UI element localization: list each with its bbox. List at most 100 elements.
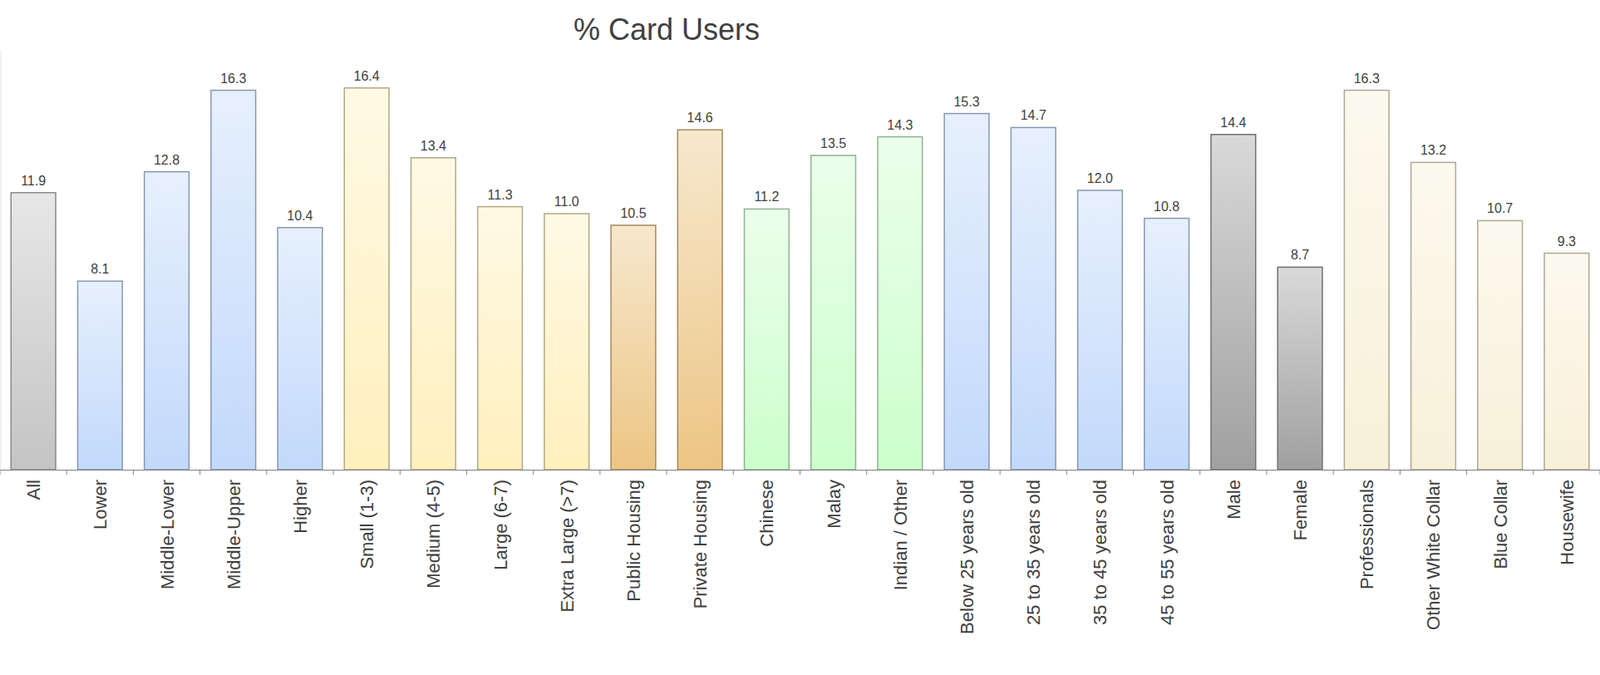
- bar: [144, 172, 190, 470]
- x-tick: [666, 469, 668, 475]
- x-tick: [532, 469, 534, 475]
- x-tick: [1265, 469, 1267, 475]
- x-tick-label: Indian / Other: [890, 479, 911, 591]
- x-tick: [466, 469, 468, 475]
- x-tick-label: Small (1-3): [356, 479, 378, 570]
- x-tick-label: Extra Large (>7): [556, 479, 578, 613]
- bar: [1277, 266, 1323, 470]
- bar: [610, 225, 656, 470]
- x-tick: [866, 469, 867, 475]
- x-tick: [1532, 469, 1534, 475]
- bar: [1211, 134, 1256, 470]
- x-tick-label: Large (6-7): [490, 479, 512, 571]
- bar: [944, 113, 990, 470]
- x-tick: [1132, 469, 1134, 475]
- x-tick-label: Malay: [823, 479, 845, 529]
- bar: [77, 280, 123, 470]
- labels: 11.9 8.1 12.8 16.3 10.4 16.4 13.4 11.3 11.0 10.5 1…: [20, 68, 1576, 276]
- x-tick-label: Other White Collar: [1422, 479, 1444, 631]
- bar: [877, 137, 923, 470]
- x-tick: [265, 469, 267, 475]
- bar: [544, 213, 590, 470]
- bar: [1010, 127, 1056, 470]
- data-label: 16.3: [1353, 71, 1380, 86]
- data-label: 8.7: [1290, 247, 1310, 262]
- x-tick-label: Below 25 years old: [956, 479, 978, 635]
- y-axis: [0, 50, 2, 470]
- bar: [10, 192, 56, 470]
- x-tick-label: Middle-Upper: [223, 479, 245, 590]
- data-label: 13.2: [1420, 142, 1447, 158]
- data-label: 11.0: [554, 194, 580, 209]
- x-tick-label: 35 to 45 years old: [1089, 479, 1111, 626]
- data-label: 14.3: [886, 118, 913, 133]
- x-tick-label: Middle-Lower: [157, 479, 178, 590]
- x-tick: [932, 469, 934, 475]
- data-label: 14.7: [1020, 108, 1047, 123]
- title: % Card Users: [573, 12, 760, 47]
- bar: [677, 129, 723, 470]
- data-label: 11.2: [753, 189, 779, 204]
- x-tick: [1333, 469, 1335, 475]
- data-label: 15.3: [953, 94, 980, 109]
- x-tick-label: Female: [1289, 479, 1311, 541]
- x-tick-label: Professionals: [1356, 479, 1378, 590]
- data-label: 12.8: [153, 152, 180, 168]
- data-label: 10.7: [1486, 201, 1513, 216]
- bar: [1144, 218, 1190, 470]
- data-label: 10.5: [620, 206, 646, 221]
- x-tick-label: Male: [1223, 479, 1245, 520]
- x-tick: [333, 469, 335, 475]
- data-label: 13.5: [820, 136, 847, 151]
- x-tick: [1399, 469, 1401, 475]
- x-tick: [132, 469, 134, 475]
- chart: % Card Users11.98.112.816.310.416.413.41…: [0, 0, 1600, 675]
- x-tick: [1466, 469, 1468, 475]
- bar: [1477, 220, 1523, 470]
- data-label: 16.3: [220, 71, 247, 86]
- x-tick-label: Chinese: [756, 479, 778, 547]
- data-label: 9.3: [1557, 234, 1576, 249]
- x-tick-label: Medium (4-5): [423, 479, 444, 589]
- bar: [344, 88, 389, 470]
- data-label: 8.1: [90, 261, 109, 276]
- x-tick: [733, 469, 734, 475]
- data-label: 10.8: [1153, 199, 1180, 214]
- bar: [1544, 253, 1590, 470]
- bar: [277, 227, 323, 470]
- x-tick: [0, 469, 1, 475]
- data-label: 11.9: [20, 173, 46, 188]
- x-tick-label: Blue Collar: [1490, 479, 1512, 570]
- x-tick-label: Lower: [89, 479, 111, 530]
- x-tick: [1066, 469, 1068, 475]
- x-tick-label: Public Housing: [623, 479, 645, 602]
- bar: [211, 90, 256, 470]
- data-label: 14.6: [687, 110, 714, 125]
- x-tick: [399, 469, 401, 475]
- bar: [1411, 162, 1457, 470]
- data-label: 13.4: [420, 138, 447, 153]
- x-tick-label: 25 to 35 years old: [1023, 479, 1044, 626]
- bar: [1344, 90, 1389, 470]
- data-label: 10.4: [286, 208, 313, 223]
- data-label: 16.4: [354, 68, 380, 84]
- bar: [477, 206, 523, 470]
- bar: [811, 155, 857, 470]
- data-label: 14.4: [1220, 115, 1246, 130]
- x-tick-label: Housewife: [1556, 479, 1578, 566]
- x-tick: [999, 469, 1001, 475]
- data-label: 12.0: [1087, 171, 1113, 186]
- bar: [744, 208, 790, 470]
- x-tick: [599, 469, 601, 475]
- bar: [1078, 190, 1123, 470]
- x-tick-label: 45 to 55 years old: [1156, 479, 1178, 626]
- data-label: 11.3: [487, 187, 513, 202]
- x-tick: [199, 469, 201, 475]
- bar: [410, 157, 456, 470]
- x-tick-label: All: [23, 479, 45, 500]
- bars: [10, 88, 1590, 470]
- x-tick-label: Higher: [290, 479, 311, 534]
- x-tick: [66, 469, 68, 475]
- x-tick: [1199, 469, 1201, 475]
- x-tick: [799, 469, 801, 475]
